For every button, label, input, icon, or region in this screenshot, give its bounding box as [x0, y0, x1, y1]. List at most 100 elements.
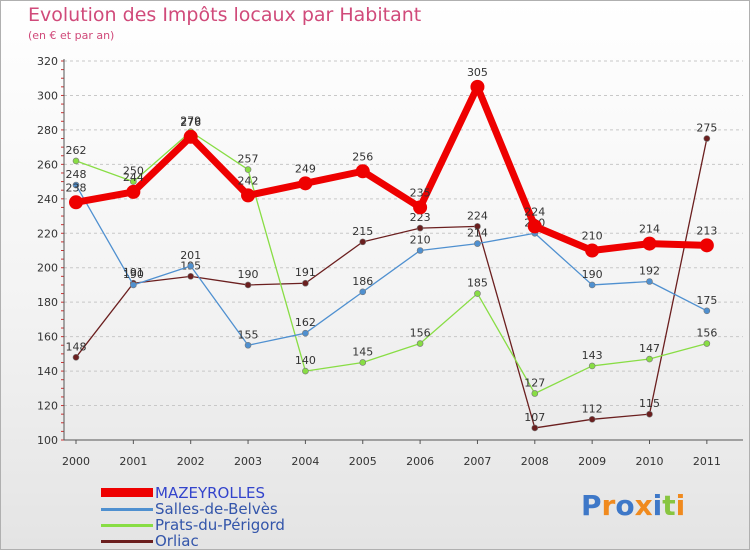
data-point	[527, 219, 542, 234]
data-label: 242	[238, 174, 259, 187]
data-label: 192	[639, 265, 660, 278]
data-label: 256	[352, 150, 373, 163]
series-line	[75, 130, 708, 395]
series-line	[72, 83, 711, 254]
data-point	[298, 176, 313, 191]
data-label: 156	[696, 327, 717, 340]
chart-subtitle: (en € et par an)	[28, 29, 115, 42]
data-point	[413, 200, 428, 215]
data-label: 248	[66, 168, 87, 181]
data-label: 190	[123, 268, 144, 281]
y-tick-label: 200	[37, 262, 58, 275]
data-point	[126, 184, 141, 199]
series-mazeyrolles: 238 244 276 242 249 256 235 305 224 210 214 213	[66, 66, 717, 258]
data-point	[474, 223, 481, 230]
y-tick-label: 320	[37, 55, 58, 68]
data-label: 127	[524, 376, 545, 389]
data-label: 112	[582, 402, 603, 415]
data-label: 155	[238, 328, 259, 341]
data-point	[72, 157, 80, 165]
y-tick-label: 300	[37, 89, 58, 102]
x-tick-label: 2009	[578, 455, 606, 468]
data-point	[244, 166, 252, 173]
data-point	[359, 359, 367, 366]
logo-letter: t	[662, 489, 676, 522]
data-label: 224	[524, 205, 545, 218]
legend-label: Prats-du-Périgord	[155, 516, 285, 534]
x-tick-label: 2010	[636, 455, 664, 468]
data-point	[183, 129, 198, 144]
data-point	[244, 281, 252, 289]
data-label: 143	[582, 349, 603, 362]
legend-label: Orliac	[155, 532, 199, 550]
data-point	[130, 281, 137, 289]
x-tick-label: 2011	[693, 455, 721, 468]
data-label: 107	[524, 411, 545, 424]
logo-letter: i	[675, 489, 686, 522]
logo-letter: i	[652, 489, 663, 522]
x-tick-label: 2005	[349, 455, 377, 468]
data-point	[588, 281, 596, 289]
data-label: 186	[352, 275, 373, 288]
data-label: 145	[352, 345, 373, 358]
data-label: 148	[66, 340, 87, 353]
x-tick-label: 2000	[62, 455, 90, 468]
data-point	[588, 362, 596, 370]
x-tick-label: 2004	[291, 455, 319, 468]
data-label: 238	[66, 181, 87, 194]
data-label: 257	[238, 153, 259, 166]
proxiti-logo: Proxiti	[581, 489, 685, 522]
data-label: 215	[352, 225, 373, 238]
data-point	[588, 416, 596, 423]
data-label: 262	[66, 144, 87, 157]
data-point	[531, 424, 539, 432]
data-label: 147	[639, 342, 660, 355]
x-tick-label: 2001	[119, 455, 147, 468]
data-point	[699, 238, 714, 253]
data-label: 156	[410, 327, 431, 340]
data-point	[187, 273, 194, 280]
series-line	[75, 137, 708, 429]
legend-swatch	[101, 524, 153, 527]
data-label: 305	[467, 66, 488, 79]
y-tick-label: 240	[37, 193, 58, 206]
data-label: 140	[295, 354, 316, 367]
y-tick-label: 160	[37, 331, 58, 344]
data-label: 190	[582, 268, 603, 281]
legend-label: MAZEYROLLES	[155, 484, 266, 502]
x-tick-label: 2006	[406, 455, 434, 468]
data-point	[187, 262, 194, 270]
logo-letter: r	[601, 489, 616, 522]
x-tick-label: 2008	[521, 455, 549, 468]
data-label: 213	[696, 224, 717, 237]
data-point	[531, 390, 539, 397]
series-line	[75, 184, 708, 346]
data-label: 249	[295, 162, 316, 175]
data-label: 224	[467, 209, 488, 222]
x-tick-label: 2003	[234, 455, 262, 468]
data-label: 223	[410, 211, 431, 224]
legend-swatch	[101, 540, 153, 543]
data-label: 276	[180, 116, 201, 129]
data-label: 275	[696, 122, 717, 135]
data-point	[585, 243, 600, 258]
data-point	[642, 236, 657, 251]
data-label: 210	[582, 230, 603, 243]
data-point	[241, 188, 256, 203]
series-prats-du-p-rigord: 262 250 279 257 140 145 156 185 127 143 147 156	[66, 115, 717, 397]
data-point	[72, 181, 80, 189]
data-label: 250	[123, 165, 144, 178]
y-tick-label: 100	[37, 434, 58, 447]
data-label: 279	[180, 115, 201, 128]
data-label: 191	[295, 266, 316, 279]
y-tick-label: 260	[37, 158, 58, 171]
data-point	[703, 135, 711, 142]
data-point	[69, 195, 83, 210]
data-point	[355, 164, 370, 179]
y-tick-label: 220	[37, 227, 58, 240]
data-point	[646, 355, 653, 363]
data-point	[302, 329, 309, 337]
x-tick-label: 2002	[177, 455, 205, 468]
data-point	[703, 340, 711, 347]
